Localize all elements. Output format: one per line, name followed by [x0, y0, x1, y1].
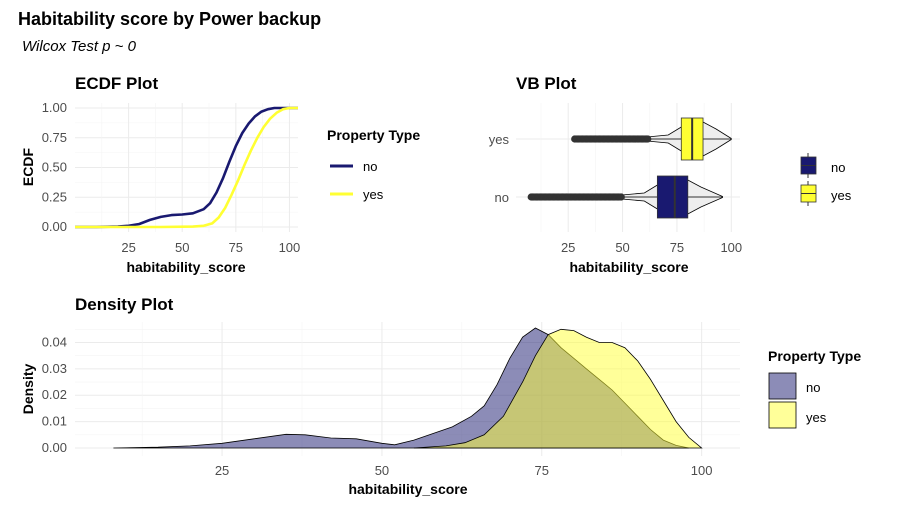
- density-legend-title: Property Type: [768, 348, 861, 364]
- ecdf-x-tick-label: 100: [279, 240, 301, 255]
- density-y-tick-label: 0.00: [42, 440, 67, 455]
- ecdf-y-tick-label: 0.75: [42, 130, 67, 145]
- ecdf-lines: [75, 106, 298, 229]
- ecdf-y-tick-label: 0.25: [42, 189, 67, 204]
- density-title: Density Plot: [75, 295, 174, 314]
- vb-category-label-yes: yes: [489, 132, 510, 147]
- ecdf-legend-label-no: no: [363, 159, 377, 174]
- vb-title: VB Plot: [516, 74, 577, 93]
- density-legend-label-yes: yes: [806, 410, 827, 425]
- vb-x-tick-label: 75: [670, 240, 684, 255]
- density-y-tick-label: 0.01: [42, 414, 67, 429]
- density-areas: [113, 327, 703, 449]
- ecdf-x-axis-title: habitability_score: [126, 259, 245, 275]
- ecdf-legend-title: Property Type: [327, 127, 420, 143]
- density-legend-key-no: [768, 372, 797, 400]
- ecdf-line-no: [75, 106, 298, 229]
- ecdf-y-ticks: 0.00 0.25 0.50 0.75 1.00: [42, 100, 67, 234]
- vb-outlier-point: [644, 135, 652, 143]
- density-y-axis-title: Density: [20, 364, 36, 415]
- vb-legend: [800, 153, 817, 206]
- vb-legend-label-yes: yes: [831, 188, 852, 203]
- density-x-tick-label: 25: [215, 463, 229, 478]
- density-y-tick-label: 0.04: [42, 334, 67, 349]
- vb-grid: [516, 103, 740, 232]
- density-x-tick-label: 100: [691, 463, 713, 478]
- vb-x-ticks: 25 50 75 100: [561, 240, 742, 255]
- ecdf-x-ticks: 25 50 75 100: [121, 240, 300, 255]
- ecdf-x-tick-label: 50: [175, 240, 189, 255]
- ecdf-y-axis-title: ECDF: [20, 148, 36, 187]
- ecdf-legend-label-yes: yes: [363, 187, 384, 202]
- ecdf-y-tick-label: 1.00: [42, 100, 67, 115]
- density-y-ticks: 0.00 0.01 0.02 0.03 0.04: [42, 334, 67, 455]
- density-y-tick-label: 0.02: [42, 387, 67, 402]
- density-x-tick-label: 75: [535, 463, 549, 478]
- density-panel: Density Plot 0.00 0.01 0.02 0.03 0.04 25 50 75…: [20, 295, 861, 497]
- figure-title: Habitability score by Power backup: [18, 9, 321, 29]
- vb-outlier-point: [617, 193, 625, 201]
- vb-x-axis-title: habitability_score: [569, 259, 688, 275]
- vb-x-tick-label: 100: [720, 240, 742, 255]
- density-x-ticks: 25 50 75 100: [215, 463, 713, 478]
- density-y-tick-label: 0.03: [42, 361, 67, 376]
- vb-x-tick-label: 50: [615, 240, 629, 255]
- density-x-tick-label: 50: [375, 463, 389, 478]
- vb-legend-label-no: no: [831, 160, 845, 175]
- density-legend-key-yes: [768, 401, 797, 429]
- figure-subtitle: Wilcox Test p ~ 0: [22, 38, 137, 55]
- ecdf-x-tick-label: 25: [121, 240, 135, 255]
- ecdf-y-tick-label: 0.50: [42, 160, 67, 175]
- ecdf-panel: ECDF Plot 0.00 0.25 0.50 0.75 1.00 25 50 75 100…: [20, 74, 420, 275]
- vb-x-tick-label: 25: [561, 240, 575, 255]
- vb-marks: [527, 117, 732, 219]
- vb-outliers-no: [527, 193, 625, 201]
- ecdf-line-yes: [75, 106, 298, 229]
- vb-box-no: [656, 175, 689, 219]
- vb-outliers-yes: [571, 135, 652, 143]
- ecdf-grid: [75, 103, 298, 232]
- density-x-axis-title: habitability_score: [348, 481, 467, 497]
- ecdf-x-tick-label: 75: [229, 240, 243, 255]
- ecdf-y-tick-label: 0.00: [42, 219, 67, 234]
- vb-category-label-no: no: [495, 190, 509, 205]
- density-legend-label-no: no: [806, 380, 820, 395]
- vb-panel: VB Plot 25 50 75 100 yes no habitability_sc…: [489, 74, 852, 275]
- ecdf-title: ECDF Plot: [75, 74, 158, 93]
- density-area-yes: [413, 328, 703, 449]
